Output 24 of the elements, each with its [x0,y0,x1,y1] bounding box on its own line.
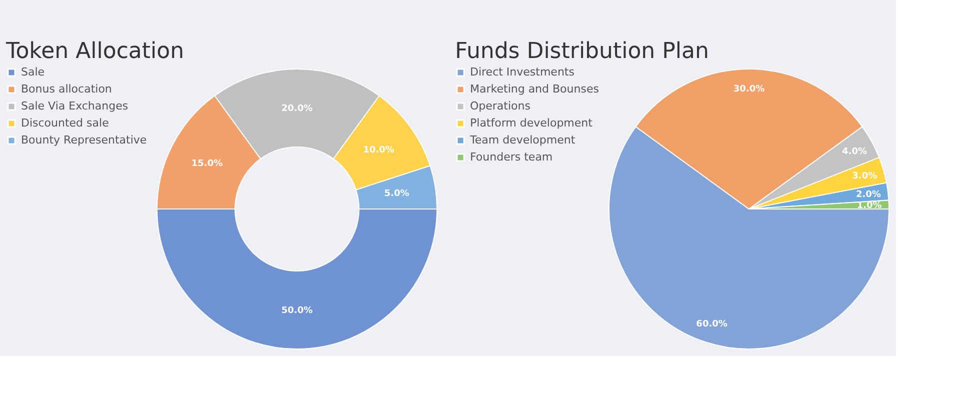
data-label: 10.0% [363,146,394,156]
data-label: 3.0% [852,171,878,182]
data-label: 5.0% [384,189,410,200]
legend-label: Discounted sale [21,116,110,130]
data-label: 50.0% [281,306,313,316]
legend-label: Platform development [470,116,594,130]
legend-label: Operations [470,100,531,112]
legend-label: Team development [469,134,576,146]
data-label: 60.0% [696,320,728,330]
legend-label: Bonus allocation [21,82,112,96]
legend-label: Bounty Representative [21,134,147,146]
legend-label: Sale Via Exchanges [21,100,128,112]
data-label: 20.0% [281,104,313,114]
legend-label: Sale [21,66,45,78]
data-label: 30.0% [733,84,765,95]
chart-title: Funds Distribution Plan [455,39,709,64]
data-label: 15.0% [191,159,223,170]
legend-label: Marketing and Bounses [470,82,600,96]
chart-title: Token Allocation [5,39,184,64]
legend-label: Founders team [470,150,553,164]
legend-label: Direct Investments [470,66,575,78]
data-label: 4.0% [842,146,867,157]
data-label: 2.0% [856,190,881,200]
data-label: 1.0% [856,201,882,212]
